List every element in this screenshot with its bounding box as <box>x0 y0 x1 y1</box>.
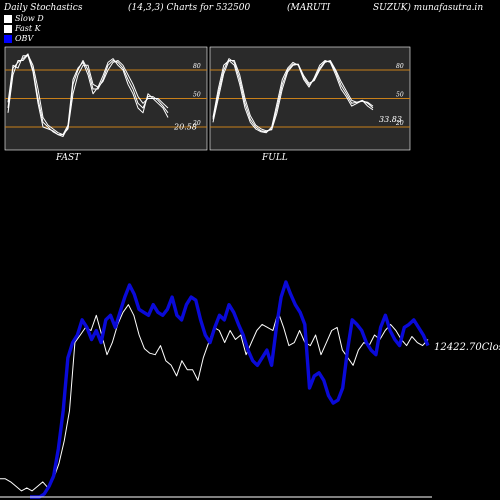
full-level-label-80: 80 <box>396 63 404 70</box>
full-line-1 <box>212 58 374 133</box>
legend-swatch-fast-k <box>4 25 12 33</box>
legend-slow-d: Slow D <box>4 14 44 23</box>
chart-params: (14,3,3) Charts for 532500 <box>128 3 251 13</box>
full-last-value-label: 33.83 <box>379 115 402 124</box>
fast-last-value-label: 20.58 <box>173 123 197 132</box>
legend-fast-k: Fast K <box>4 24 41 33</box>
legend-swatch-slow-d <box>4 15 12 23</box>
fast-level-label-50: 50 <box>193 92 201 99</box>
legend-label-fast-k: Fast K <box>15 24 41 33</box>
full-level-label-20: 20 <box>395 120 404 127</box>
full-line-2 <box>212 60 374 132</box>
full-panel-label: FULL <box>262 153 288 163</box>
fast-level-label-20: 20 <box>192 120 201 127</box>
legend-label-obv: OBV <box>15 34 34 43</box>
full-level-label-50: 50 <box>396 92 404 99</box>
fast-line-2 <box>7 54 169 136</box>
legend-label-slow-d: Slow D <box>15 14 44 23</box>
symbol-part-b: SUZUK) munafasutra.in <box>373 3 484 13</box>
fast-panel-label: FAST <box>56 153 81 163</box>
obv-line <box>30 280 430 499</box>
fast-level-label-80: 80 <box>193 63 201 70</box>
fast-line-1 <box>7 53 169 137</box>
legend-obv: OBV <box>4 34 33 43</box>
close-price-label: 12422.70Close <box>434 342 500 353</box>
chart-title: Daily Stochastics <box>4 3 83 13</box>
legend-swatch-obv <box>4 35 12 43</box>
symbol-part-a: (MARUTI <box>287 3 331 13</box>
full-line-0 <box>212 60 374 134</box>
